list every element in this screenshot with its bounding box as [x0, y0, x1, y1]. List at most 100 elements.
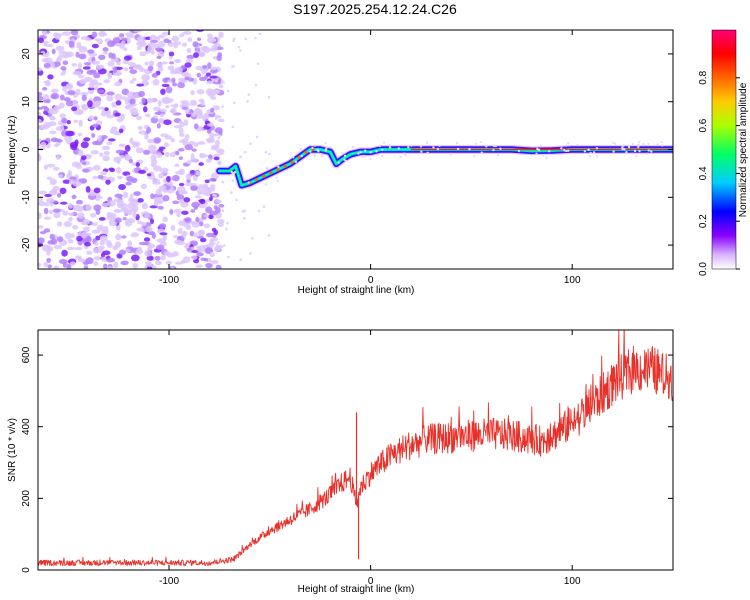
ridge-speck [475, 142, 478, 146]
noise-blob [82, 168, 90, 173]
noise-blob [146, 126, 152, 134]
noise-blob [160, 167, 169, 174]
noise-blob [61, 249, 68, 257]
noise-blob [177, 148, 185, 152]
noise-blob [165, 104, 170, 109]
noise-blob [172, 235, 179, 239]
ridge-speck [230, 170, 233, 174]
noise-blob [91, 43, 99, 49]
noise-blob [161, 83, 170, 88]
noise-blob [113, 156, 122, 163]
noise-blob [149, 34, 158, 42]
noise-blob [74, 255, 81, 260]
noise-speck [247, 93, 250, 96]
noise-blob [156, 152, 163, 158]
ridge-speck [420, 150, 423, 153]
noise-blob [101, 202, 109, 208]
noise-blob [103, 226, 109, 233]
noise-blob [162, 178, 168, 184]
noise-blob [161, 61, 168, 65]
noise-blob [218, 203, 225, 208]
ridge-speck [292, 156, 295, 159]
noise-blob [174, 67, 179, 74]
noise-blob [152, 165, 162, 172]
noise-blob [127, 209, 133, 216]
noise-speck [267, 95, 271, 99]
noise-blob [184, 134, 190, 140]
noise-blob [136, 115, 142, 121]
ridge-speck [633, 149, 637, 153]
noise-blob [38, 200, 47, 207]
noise-blob [107, 72, 113, 77]
noise-blob [209, 210, 219, 216]
spectrogram-ytick-label: 20 [21, 48, 32, 60]
noise-speck [231, 179, 234, 182]
noise-blob [217, 118, 225, 123]
noise-blob [106, 91, 115, 96]
noise-blob [45, 57, 53, 64]
noise-blob [103, 150, 111, 156]
noise-blob [158, 40, 166, 48]
snr-xtick-label: 0 [368, 576, 374, 587]
spectrogram-noise-cloud [38, 30, 271, 269]
noise-blob [180, 79, 188, 83]
noise-blob [72, 71, 82, 76]
snr-ytick-label: 0 [21, 567, 32, 573]
ridge-speck [631, 152, 634, 155]
noise-blob [97, 134, 102, 142]
ridge-speck [381, 154, 384, 158]
noise-blob [78, 178, 88, 184]
noise-blob [72, 225, 79, 230]
colorbar: 0.0 0.2 0.4 0.6 0.8 Normalized spectral ampl… [698, 29, 749, 276]
spectrogram-xtick-label: -100 [159, 275, 179, 286]
noise-blob [51, 48, 56, 55]
noise-blob [62, 85, 67, 92]
noise-blob [143, 237, 151, 242]
noise-speck [265, 166, 269, 170]
noise-blob [199, 198, 206, 205]
noise-speck [254, 83, 258, 87]
noise-blob [180, 121, 185, 128]
ridge-speck [547, 150, 551, 153]
noise-blob [198, 98, 204, 103]
noise-blob [38, 154, 41, 161]
noise-blob [183, 217, 191, 222]
noise-blob [163, 142, 170, 148]
snr-xtick-label: 100 [564, 576, 581, 587]
noise-blob [131, 112, 139, 116]
noise-speck [232, 39, 235, 42]
noise-blob [43, 62, 51, 69]
noise-blob [68, 41, 75, 48]
noise-blob [99, 152, 104, 157]
noise-blob [114, 217, 122, 223]
noise-blob [137, 198, 144, 203]
noise-blob [120, 113, 126, 120]
noise-blob [92, 247, 102, 254]
noise-blob [112, 66, 118, 73]
noise-blob [170, 224, 176, 231]
ridge-speck [309, 150, 312, 153]
noise-blob [177, 82, 186, 89]
noise-blob [193, 142, 199, 147]
ridge-speck [661, 144, 664, 147]
ridge-speck [647, 149, 650, 152]
ridge-speck [432, 146, 435, 149]
noise-blob [157, 100, 162, 107]
noise-blob [169, 61, 175, 65]
noise-blob [54, 33, 63, 37]
ridge-speck [494, 144, 498, 148]
noise-blob [210, 186, 216, 192]
noise-blob [103, 263, 108, 269]
noise-blob [193, 232, 198, 238]
noise-blob [138, 169, 146, 174]
noise-blob [125, 181, 132, 186]
noise-blob [178, 127, 184, 134]
noise-blob [115, 167, 122, 174]
noise-blob [97, 106, 105, 110]
ridge-speck [650, 150, 653, 153]
noise-blob [129, 69, 138, 75]
noise-blob [40, 141, 47, 148]
noise-blob [38, 106, 43, 110]
noise-blob [68, 212, 75, 217]
noise-blob [102, 155, 110, 162]
